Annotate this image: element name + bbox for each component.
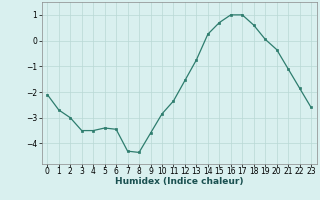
X-axis label: Humidex (Indice chaleur): Humidex (Indice chaleur)	[115, 177, 244, 186]
